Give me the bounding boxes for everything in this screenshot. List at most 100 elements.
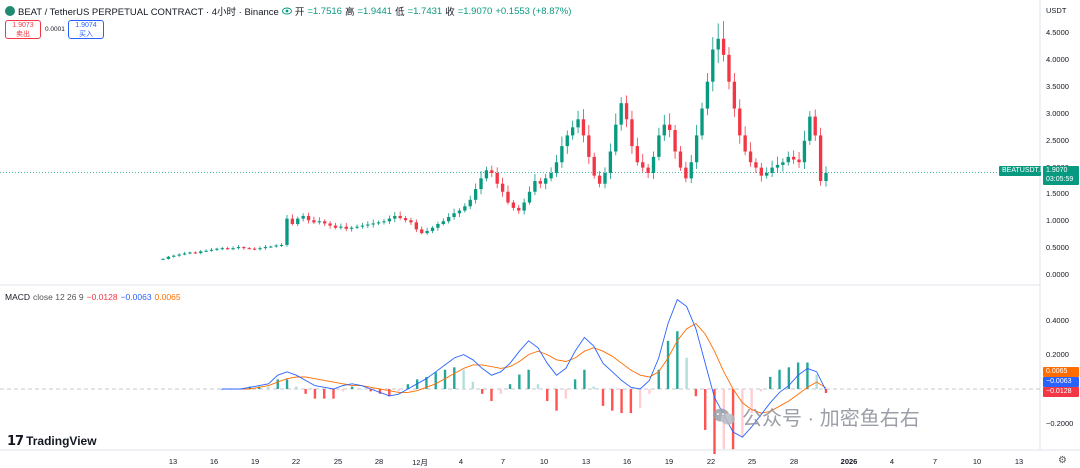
macd-name: MACD bbox=[5, 292, 31, 302]
macd-histogram-bar bbox=[648, 389, 651, 394]
candle-body bbox=[786, 156, 790, 163]
signal-tag: 0.0065 bbox=[1043, 367, 1079, 377]
candle-body bbox=[630, 119, 634, 147]
time-axis-tick: 22 bbox=[706, 457, 716, 466]
candle-body bbox=[668, 124, 672, 131]
candle-body bbox=[517, 207, 521, 211]
tradingview-wordmark: TradingView bbox=[26, 434, 97, 448]
candle-body bbox=[296, 218, 300, 224]
sell-button[interactable]: 1.9073 卖出 bbox=[5, 20, 41, 39]
candle-body bbox=[166, 256, 171, 259]
time-axis-tick: 19 bbox=[664, 457, 674, 466]
candle-body bbox=[732, 81, 737, 109]
macd-histogram-bar bbox=[304, 389, 307, 394]
macd-histogram-bar bbox=[629, 389, 633, 414]
candle-body bbox=[808, 116, 812, 141]
macd-histogram-bar bbox=[638, 389, 642, 409]
currency-label[interactable]: USDT bbox=[1046, 6, 1067, 15]
macd-histogram-bar bbox=[378, 389, 382, 394]
time-axis-tick: 28 bbox=[374, 457, 384, 466]
sell-label: 卖出 bbox=[16, 30, 30, 38]
candle-body bbox=[511, 202, 516, 208]
candle-body bbox=[193, 252, 198, 254]
open-label: 开 bbox=[294, 7, 305, 18]
candle-body bbox=[506, 191, 510, 203]
time-axis-tick: 25 bbox=[747, 457, 757, 466]
macd-histogram-bar bbox=[657, 369, 660, 389]
candle-body bbox=[587, 135, 591, 157]
macd-axis-tick: −0.2000 bbox=[1046, 419, 1074, 428]
candle-body bbox=[479, 178, 483, 190]
time-axis-tick: 13 bbox=[1014, 457, 1024, 466]
macd-histogram-bar bbox=[295, 386, 298, 389]
eye-icon[interactable] bbox=[281, 6, 292, 16]
candle-body bbox=[770, 167, 774, 173]
price-axis-tick: 4.0000 bbox=[1046, 55, 1069, 65]
candle-body bbox=[242, 247, 246, 249]
candle-body bbox=[177, 254, 181, 256]
candle-body bbox=[781, 162, 785, 165]
macd-histogram-bar bbox=[323, 389, 326, 399]
candle-body bbox=[597, 175, 602, 184]
macd-histogram-bar bbox=[694, 389, 698, 397]
candle-body bbox=[263, 247, 268, 249]
macd-histogram-bar bbox=[601, 389, 605, 406]
macd-histogram-bar bbox=[388, 389, 391, 397]
candle-body bbox=[711, 49, 715, 82]
candle-body bbox=[333, 225, 338, 228]
macd-axis-tick: 0.2000 bbox=[1046, 350, 1069, 359]
price-axis-tick: 2.5000 bbox=[1046, 135, 1069, 145]
candle-body bbox=[258, 248, 262, 250]
time-axis-tick: 4 bbox=[889, 457, 895, 466]
candle-body bbox=[220, 248, 224, 250]
candle-body bbox=[657, 135, 661, 157]
beat-logo-icon bbox=[5, 6, 15, 16]
settings-gear-icon[interactable]: ⚙ bbox=[1058, 455, 1067, 466]
macd-axis-tick: 0.4000 bbox=[1046, 316, 1069, 325]
macd-histogram-bar bbox=[313, 389, 317, 399]
candle-body bbox=[673, 130, 677, 152]
hist-tag: −0.0128 bbox=[1043, 387, 1079, 397]
candle-body bbox=[484, 170, 489, 179]
buy-button[interactable]: 1.9074 买入 bbox=[68, 20, 104, 39]
candle-body bbox=[716, 38, 720, 50]
macd-line-value: −0.0063 bbox=[120, 292, 152, 302]
time-axis-tick: 7 bbox=[500, 457, 506, 466]
candle-body bbox=[420, 229, 424, 234]
symbol-legend: BEAT / TetherUS PERPETUAL CONTRACT · 4小时… bbox=[5, 4, 571, 18]
macd-histogram-bar bbox=[741, 389, 744, 438]
macd-histogram-bar bbox=[713, 389, 716, 455]
watermark-text: 公众号 · 加密鱼右右 bbox=[742, 408, 920, 430]
macd-histogram-bar bbox=[499, 389, 502, 394]
macd-legend[interactable]: MACD close 12 26 9 −0.0128 −0.0063 0.006… bbox=[5, 292, 181, 302]
candle-body bbox=[172, 255, 176, 257]
open-value: =1.7516 bbox=[307, 5, 342, 17]
candle-body bbox=[328, 223, 332, 226]
macd-histogram-bar bbox=[443, 369, 447, 389]
candle-body bbox=[738, 108, 742, 136]
candle-body bbox=[409, 220, 413, 223]
candle-body bbox=[323, 221, 327, 224]
macd-histogram-bar bbox=[369, 389, 372, 392]
candle-body bbox=[619, 103, 623, 125]
macd-histogram-bar bbox=[518, 374, 521, 389]
macd-signal-value: 0.0065 bbox=[154, 292, 181, 302]
candle-body bbox=[527, 191, 532, 203]
candle-body bbox=[500, 183, 505, 192]
time-axis-tick: 19 bbox=[250, 457, 260, 466]
candle-body bbox=[538, 181, 542, 184]
macd-signal-line bbox=[222, 323, 827, 414]
candle-body bbox=[436, 223, 440, 228]
candle-body bbox=[403, 218, 408, 221]
candle-body bbox=[651, 156, 656, 173]
candle-body bbox=[306, 215, 311, 221]
time-axis-tick: 13 bbox=[581, 457, 591, 466]
macd-histogram-bar bbox=[471, 381, 475, 389]
time-axis-tick: 16 bbox=[622, 457, 632, 466]
time-axis-tick: 22 bbox=[291, 457, 301, 466]
symbol-title[interactable]: BEAT / TetherUS PERPETUAL CONTRACT · 4小时… bbox=[18, 7, 279, 18]
candle-body bbox=[624, 103, 629, 120]
candle-body bbox=[447, 217, 451, 222]
tradingview-logo[interactable]: 𝟭𝟳 TradingView bbox=[7, 433, 97, 449]
